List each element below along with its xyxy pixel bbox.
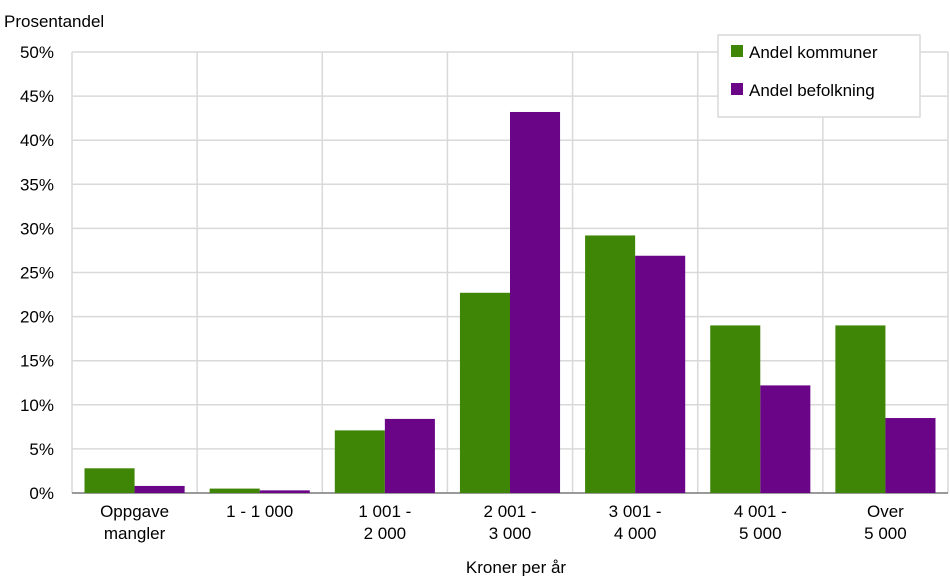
bar-befolkning: [259, 490, 310, 493]
bars: [84, 111, 936, 493]
bar-kommuner: [334, 430, 385, 493]
legend-box: [717, 34, 921, 118]
legend-swatch: [731, 45, 743, 57]
bar-kommuner: [710, 325, 761, 493]
bar-kommuner: [835, 325, 886, 493]
bar-befolkning: [885, 418, 936, 493]
legend: Andel kommuner Andel befolkning: [717, 34, 921, 118]
y-tick-label: 5%: [29, 440, 54, 459]
x-axis-ticks: Oppgave mangler 1 - 1 000 1 001 -2 000 2 001…: [100, 502, 907, 543]
bar-befolkning: [384, 418, 435, 493]
x-tick-label: Oppgave mangler: [100, 502, 169, 543]
y-tick-label: 0%: [29, 484, 54, 503]
x-tick-label: 1 001 -2 000: [358, 502, 411, 543]
x-tick-label: 4 001 -5 000: [734, 502, 787, 543]
y-axis-title: Prosentandel: [4, 12, 104, 31]
y-tick-label: 50%: [20, 43, 54, 62]
y-tick-label: 40%: [20, 131, 54, 150]
x-tick-label: Over 5 000: [864, 502, 907, 543]
x-axis-title: Kroner per år: [466, 558, 566, 576]
y-axis-ticks: 0% 5% 10% 15% 20% 25% 30% 35% 40% 45% 50%: [20, 43, 54, 503]
bar-befolkning: [134, 485, 185, 493]
bar-kommuner: [585, 235, 636, 493]
bar-befolkning: [510, 111, 561, 493]
bar-kommuner: [84, 468, 135, 493]
x-tick-label: 2 001 -3 000: [484, 502, 537, 543]
legend-label: Andel befolkning: [749, 81, 875, 100]
y-tick-label: 30%: [20, 219, 54, 238]
y-tick-label: 20%: [20, 308, 54, 327]
y-tick-label: 15%: [20, 352, 54, 371]
y-tick-label: 45%: [20, 87, 54, 106]
x-tick-label: 3 001 -4 000: [609, 502, 662, 543]
legend-swatch: [731, 83, 743, 95]
bar-kommuner: [459, 292, 510, 493]
bar-befolkning: [635, 255, 686, 493]
y-tick-label: 25%: [20, 264, 54, 283]
y-tick-label: 10%: [20, 396, 54, 415]
bar-kommuner: [209, 488, 260, 493]
bar-befolkning: [760, 385, 811, 493]
x-tick-label: 1 - 1 000: [226, 502, 293, 521]
y-tick-label: 35%: [20, 175, 54, 194]
legend-label: Andel kommuner: [749, 43, 878, 62]
